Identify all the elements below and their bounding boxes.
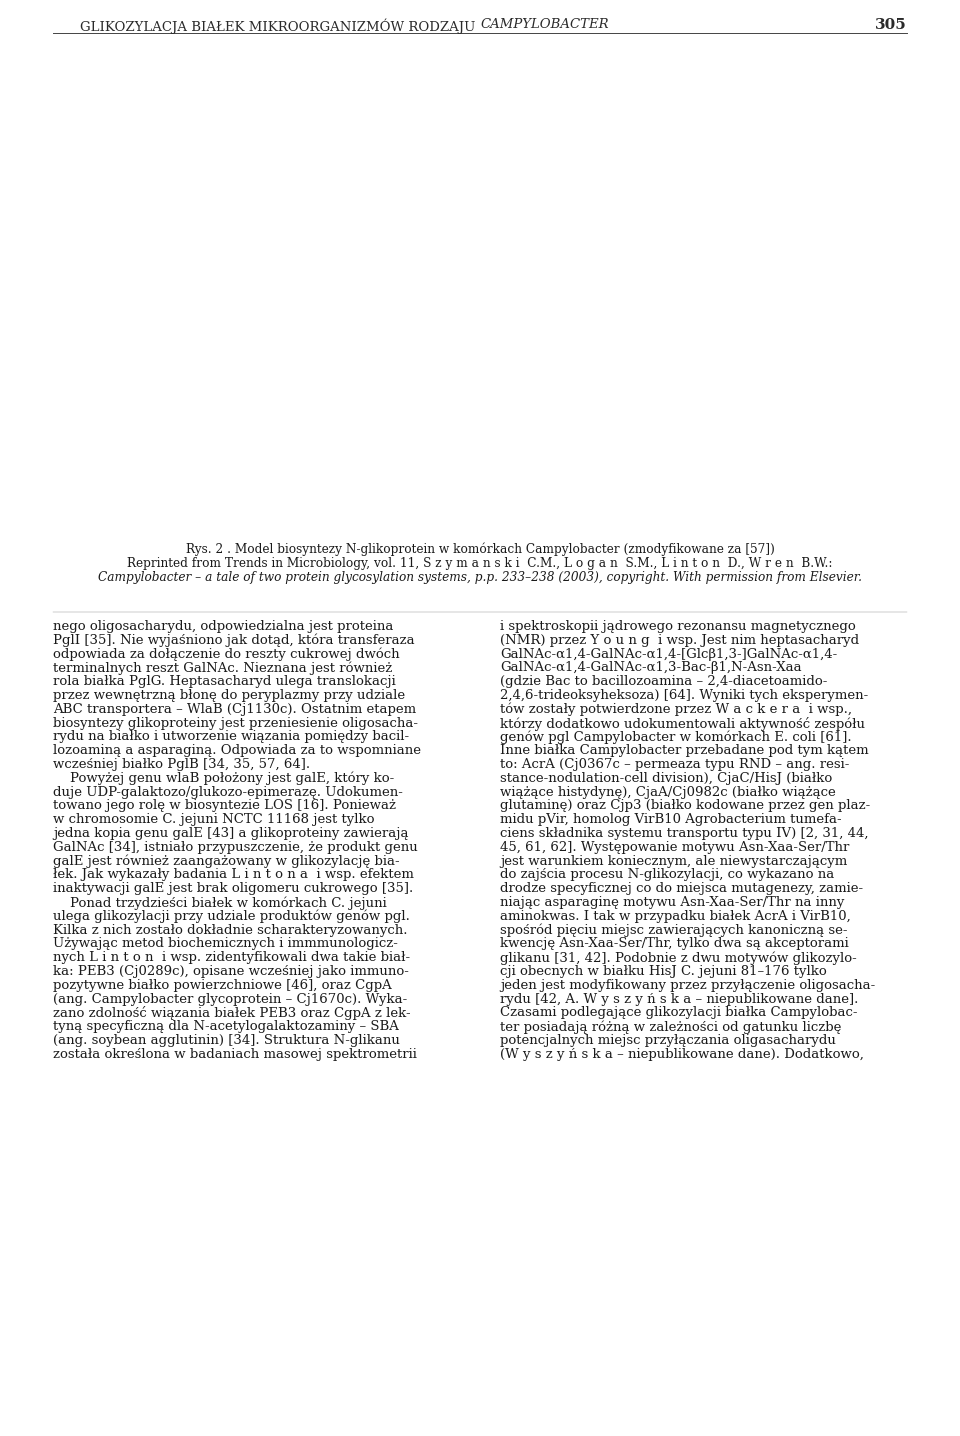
Text: jeden jest modyfikowany przez przyłączenie oligosacha-: jeden jest modyfikowany przez przyłączen… [500,979,876,992]
Bar [53,36,907,530]
Text: nych L i n t o n  i wsp. zidentyfikowali dwa takie biał-: nych L i n t o n i wsp. zidentyfikowali … [53,951,410,964]
Text: została określona w badaniach masowej spektrometrii: została określona w badaniach masowej sp… [53,1048,417,1061]
Text: lozoaminą a asparaginą. Odpowiada za to wspomniane: lozoaminą a asparaginą. Odpowiada za to … [53,744,421,757]
Text: rydu [42, A. W y s z y ń s k a – niepublikowane dane].: rydu [42, A. W y s z y ń s k a – niepubl… [500,992,858,1005]
Text: pozytywne białko powierzchniowe [46], oraz CgpA: pozytywne białko powierzchniowe [46], or… [53,979,392,992]
Text: to: AcrA (Cj0367c – permeaza typu RND – ang. resi-: to: AcrA (Cj0367c – permeaza typu RND – … [500,758,850,771]
Text: PglI [35]. Nie wyjaśniono jak dotąd, która transferaza: PglI [35]. Nie wyjaśniono jak dotąd, któ… [53,633,415,648]
Text: GalNAc-α1,4-GalNAc-α1,3-Bac-β1,N-Asn-Xaa: GalNAc-α1,4-GalNAc-α1,3-Bac-β1,N-Asn-Xaa [500,662,802,675]
Text: genów pgl Campylobacter w komórkach E. coli [61].: genów pgl Campylobacter w komórkach E. c… [500,731,852,744]
Text: duje UDP-galaktozo/glukozo-epimerazę. Udokumen-: duje UDP-galaktozo/glukozo-epimerazę. Ud… [53,785,403,798]
Text: łek. Jak wykazały badania L i n t o n a  i wsp. efektem: łek. Jak wykazały badania L i n t o n a … [53,869,414,882]
Text: glutaminę) oraz Cjp3 (białko kodowane przez gen plaz-: glutaminę) oraz Cjp3 (białko kodowane pr… [500,800,871,813]
Text: tyną specyficzną dla N-acetylogalaktozaminy – SBA: tyną specyficzną dla N-acetylogalaktozam… [53,1020,398,1032]
Text: 45, 61, 62]. Występowanie motywu Asn-Xaa-Ser/Thr: 45, 61, 62]. Występowanie motywu Asn-Xaa… [500,841,850,854]
Text: tów zostały potwierdzone przez W a c k e r a  i wsp.,: tów zostały potwierdzone przez W a c k e… [500,702,852,717]
Text: wiążące histydynę), CjaA/Cj0982c (białko wiążące: wiążące histydynę), CjaA/Cj0982c (białko… [500,785,836,798]
Text: odpowiada za dołączenie do reszty cukrowej dwóch: odpowiada za dołączenie do reszty cukrow… [53,648,399,661]
Text: towano jego rolę w biosyntezie LOS [16]. Ponieważ: towano jego rolę w biosyntezie LOS [16].… [53,800,396,813]
Text: do zajścia procesu N-glikozylacji, co wykazano na: do zajścia procesu N-glikozylacji, co wy… [500,869,834,882]
Text: spośród pięciu miejsc zawierających kanoniczną se-: spośród pięciu miejsc zawierających kano… [500,923,848,938]
Text: (ang. Campylobacter glycoprotein – Cj1670c). Wyka-: (ang. Campylobacter glycoprotein – Cj167… [53,992,407,1005]
Text: (NMR) przez Y o u n g  i wsp. Jest nim heptasacharyd: (NMR) przez Y o u n g i wsp. Jest nim he… [500,633,859,646]
Text: nego oligosacharydu, odpowiedzialna jest proteina: nego oligosacharydu, odpowiedzialna jest… [53,620,394,633]
Text: GalNAc [34], istniało przypuszczenie, że produkt genu: GalNAc [34], istniało przypuszczenie, że… [53,841,418,854]
Text: cji obecnych w białku HisJ C. jejuni 81–176 tylko: cji obecnych w białku HisJ C. jejuni 81–… [500,965,827,978]
Text: midu pVir, homolog VirB10 Agrobacterium tumefa-: midu pVir, homolog VirB10 Agrobacterium … [500,813,842,826]
Text: ulega glikozylacji przy udziale produktów genów pgl.: ulega glikozylacji przy udziale produktó… [53,910,410,923]
Text: Ponad trzydzieści białek w komórkach C. jejuni: Ponad trzydzieści białek w komórkach C. … [53,896,387,909]
Text: Inne białka Campylobacter przebadane pod tym kątem: Inne białka Campylobacter przebadane pod… [500,744,869,757]
Text: 2,4,6-trideoksyheksoza) [64]. Wyniki tych eksperymen-: 2,4,6-trideoksyheksoza) [64]. Wyniki tyc… [500,689,868,702]
Text: w chromosomie C. jejuni NCTC 11168 jest tylko: w chromosomie C. jejuni NCTC 11168 jest … [53,813,374,826]
Text: (ang. soybean agglutinin) [34]. Struktura N-glikanu: (ang. soybean agglutinin) [34]. Struktur… [53,1034,400,1047]
Text: biosyntezy glikoproteiny jest przeniesienie oligosacha-: biosyntezy glikoproteiny jest przeniesie… [53,717,418,729]
Text: GLIKOZYLACJA BIAŁEK MIKROORGANIZMÓW RODZAJU: GLIKOZYLACJA BIAŁEK MIKROORGANIZMÓW RODZ… [81,19,480,33]
Text: Reprinted from Trends in Microbiology, vol. 11, S z y m a n s k i  C.M., L o g a: Reprinted from Trends in Microbiology, v… [128,557,832,570]
Text: (gdzie Bac to bacillozoamina – 2,4-diacetoamido-: (gdzie Bac to bacillozoamina – 2,4-diace… [500,675,828,688]
Text: potencjalnych miejsc przyłączania oligasacharydu: potencjalnych miejsc przyłączania oligas… [500,1034,836,1047]
Text: drodze specyficznej co do miejsca mutagenezy, zamie-: drodze specyficznej co do miejsca mutage… [500,882,863,895]
Text: aminokwas. I tak w przypadku białek AcrA i VirB10,: aminokwas. I tak w przypadku białek AcrA… [500,910,851,923]
Text: Rys. 2 . Model biosyntezy N-glikoprotein w komórkach Campylobacter (zmodyfikowan: Rys. 2 . Model biosyntezy N-glikoprotein… [185,543,775,557]
Text: GalNAc-α1,4-GalNAc-α1,4-[Glcβ1,3-]GalNAc-α1,4-: GalNAc-α1,4-GalNAc-α1,4-[Glcβ1,3-]GalNAc… [500,648,837,661]
Text: i spektroskopii jądrowego rezonansu magnetycznego: i spektroskopii jądrowego rezonansu magn… [500,620,855,633]
Text: Kilka z nich zostało dokładnie scharakteryzowanych.: Kilka z nich zostało dokładnie scharakte… [53,923,407,936]
Text: jest warunkiem koniecznym, ale niewystarczającym: jest warunkiem koniecznym, ale niewystar… [500,854,848,867]
Text: ABC transportera – WlaB (Cj1130c). Ostatnim etapem: ABC transportera – WlaB (Cj1130c). Ostat… [53,702,416,715]
Text: stance-nodulation-cell division), CjaC/HisJ (białko: stance-nodulation-cell division), CjaC/H… [500,771,832,785]
Text: CAMPYLOBACTER: CAMPYLOBACTER [480,19,609,32]
Text: którzy dodatkowo udokumentowali aktywność zespółu: którzy dodatkowo udokumentowali aktywnoś… [500,717,865,731]
Text: Czasami podlegające glikozylacji białka Campylobac-: Czasami podlegające glikozylacji białka … [500,1007,857,1020]
Text: wcześniej białko PglB [34, 35, 57, 64].: wcześniej białko PglB [34, 35, 57, 64]. [53,758,310,771]
Text: ciens składnika systemu transportu typu IV) [2, 31, 44,: ciens składnika systemu transportu typu … [500,827,869,840]
Text: rydu na białko i utworzenie wiązania pomiędzy bacil-: rydu na białko i utworzenie wiązania pom… [53,731,409,744]
Text: przez wewnętrzną błonę do peryplazmy przy udziale: przez wewnętrzną błonę do peryplazmy prz… [53,689,405,702]
Text: galE jest również zaangażowany w glikozylację bia-: galE jest również zaangażowany w glikozy… [53,854,399,869]
Text: 305: 305 [876,19,907,32]
Text: Campylobacter – a tale of two protein glycosylation systems, p.p. 233–238 (2003): Campylobacter – a tale of two protein gl… [98,572,862,584]
Text: Powyżej genu wlaB położony jest galE, który ko-: Powyżej genu wlaB położony jest galE, kt… [53,771,395,785]
Text: rola białka PglG. Heptasacharyd ulega translokacji: rola białka PglG. Heptasacharyd ulega tr… [53,675,396,688]
Text: inaktywacji galE jest brak oligomeru cukrowego [35].: inaktywacji galE jest brak oligomeru cuk… [53,882,413,895]
Text: Używając metod biochemicznych i immmunologicz-: Używając metod biochemicznych i immmunol… [53,938,397,951]
Text: zano zdolność wiązania białek PEB3 oraz CgpA z lek-: zano zdolność wiązania białek PEB3 oraz … [53,1007,411,1021]
Text: ter posiadają różną w zależności od gatunku liczbę: ter posiadają różną w zależności od gatu… [500,1020,841,1034]
Text: ka: PEB3 (Cj0289c), opisane wcześniej jako immuno-: ka: PEB3 (Cj0289c), opisane wcześniej ja… [53,965,409,978]
Text: (W y s z y ń s k a – niepublikowane dane). Dodatkowo,: (W y s z y ń s k a – niepublikowane dane… [500,1048,864,1061]
Text: kwencję Asn-Xaa-Ser/Thr, tylko dwa są akceptorami: kwencję Asn-Xaa-Ser/Thr, tylko dwa są ak… [500,938,849,951]
Text: glikanu [31, 42]. Podobnie z dwu motywów glikozylo-: glikanu [31, 42]. Podobnie z dwu motywów… [500,951,856,965]
Text: terminalnych reszt GalNAc. Nieznana jest również: terminalnych reszt GalNAc. Nieznana jest… [53,662,393,675]
Text: niając asparaginę motywu Asn-Xaa-Ser/Thr na inny: niając asparaginę motywu Asn-Xaa-Ser/Thr… [500,896,845,909]
Text: jedna kopia genu galE [43] a glikoproteiny zawierają: jedna kopia genu galE [43] a glikoprotei… [53,827,409,840]
